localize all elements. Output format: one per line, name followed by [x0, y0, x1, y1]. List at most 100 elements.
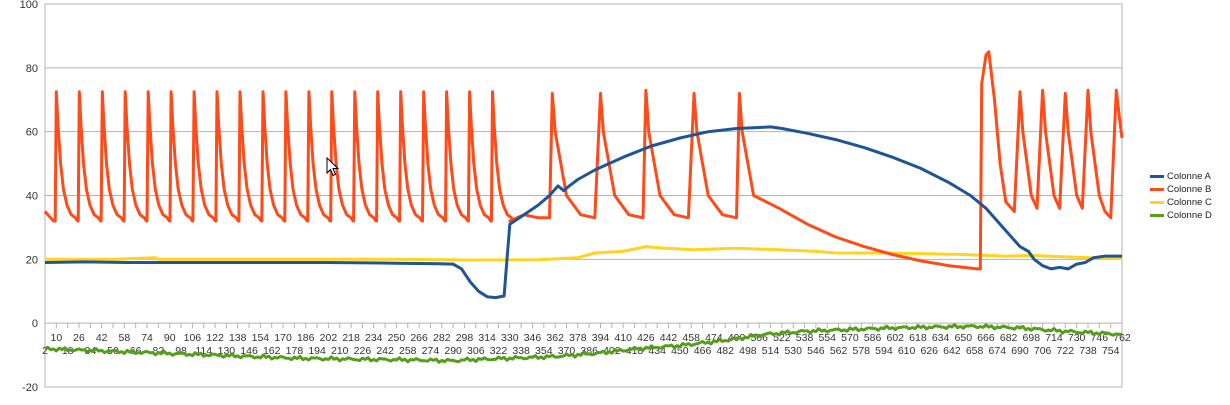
x-tick-label-bottom: 562: [830, 345, 848, 357]
x-tick-label-top: 666: [977, 332, 995, 344]
x-tick-label-top: 346: [524, 332, 542, 344]
legend-swatch-c: [1150, 201, 1164, 204]
series-line-colonne-a: [44, 125, 1122, 300]
x-tick-label-top: 714: [1045, 332, 1063, 344]
x-tick-label-top: 426: [637, 332, 655, 344]
x-tick-label-top: 154: [252, 332, 270, 344]
x-tick-label-top: 586: [864, 332, 882, 344]
x-tick-label-bottom: 690: [1011, 345, 1029, 357]
x-tick-label-top: 298: [456, 332, 474, 344]
x-tick-label-bottom: 338: [512, 345, 530, 357]
x-tick-label-bottom: 530: [784, 345, 802, 357]
x-tick-label-bottom: 642: [943, 345, 961, 357]
x-tick-label-bottom: 514: [762, 345, 780, 357]
x-tick-label-top: 538: [796, 332, 814, 344]
legend-label-d: Colonne D: [1167, 210, 1212, 221]
x-tick-label-top: 554: [818, 332, 836, 344]
legend-label-a: Colonne A: [1167, 171, 1211, 182]
x-tick-label-top: 138: [229, 332, 247, 344]
y-tick-label: 100: [20, 0, 38, 11]
x-tick-label-top: 90: [164, 332, 176, 344]
x-tick-label-bottom: 466: [694, 345, 712, 357]
x-tick-label-top: 570: [841, 332, 859, 344]
x-tick-label-bottom: 626: [921, 345, 939, 357]
x-tick-label-top: 394: [592, 332, 610, 344]
x-tick-label-bottom: 722: [1057, 345, 1075, 357]
legend-item-colonne-c: Colonne C: [1150, 196, 1230, 209]
x-tick-label-top: 202: [320, 332, 338, 344]
x-tick-label-top: 58: [119, 332, 131, 344]
x-tick-label-top: 314: [478, 332, 496, 344]
x-tick-label-bottom: 674: [989, 345, 1007, 357]
x-tick-label-bottom: 162: [263, 345, 281, 357]
x-tick-label-top: 186: [297, 332, 315, 344]
x-tick-label-bottom: 546: [807, 345, 825, 357]
x-tick-label-top: 122: [206, 332, 224, 344]
x-tick-label-bottom: 482: [716, 345, 734, 357]
x-tick-label-top: 730: [1068, 332, 1086, 344]
x-tick-label-bottom: 354: [535, 345, 553, 357]
x-tick-label-bottom: 594: [875, 345, 893, 357]
x-tick-label-bottom: 146: [240, 345, 258, 357]
x-tick-label-top: 266: [410, 332, 428, 344]
legend-label-b: Colonne B: [1167, 184, 1212, 195]
legend-label-c: Colonne C: [1167, 197, 1212, 208]
legend-item-colonne-a: Colonne A: [1150, 170, 1230, 183]
x-tick-label-bottom: 194: [308, 345, 326, 357]
y-tick-label: 20: [26, 254, 38, 266]
series-line-colonne-c: [45, 245, 1123, 262]
x-tick-label-bottom: 322: [490, 345, 508, 357]
x-tick-label-bottom: 242: [376, 345, 394, 357]
x-tick-label-top: 618: [909, 332, 927, 344]
x-tick-label-top: 74: [141, 332, 153, 344]
x-tick-label-bottom: 706: [1034, 345, 1052, 357]
x-tick-label-top: 634: [932, 332, 950, 344]
x-tick-label-top: 42: [96, 332, 108, 344]
x-tick-label-top: 362: [546, 332, 564, 344]
x-tick-label-top: 218: [342, 332, 360, 344]
legend-swatch-d: [1150, 214, 1164, 217]
x-tick-label-top: 330: [501, 332, 519, 344]
x-tick-label-bottom: 578: [852, 345, 870, 357]
x-tick-label-bottom: 258: [399, 345, 417, 357]
series-line-colonne-d: [44, 323, 1123, 364]
x-tick-label-bottom: 658: [966, 345, 984, 357]
y-tick-label: 40: [26, 191, 38, 203]
x-tick-label-top: 650: [955, 332, 973, 344]
x-tick-label-top: 250: [388, 332, 406, 344]
x-tick-label-bottom: 66: [130, 345, 142, 357]
mouse-pointer-icon: [326, 157, 340, 177]
legend: Colonne A Colonne B Colonne C Colonne D: [1150, 170, 1230, 222]
series-lines: [43, 50, 1124, 364]
x-tick-label-top: 682: [1000, 332, 1018, 344]
x-tick-label-top: 410: [614, 332, 632, 344]
x-tick-label-top: 170: [274, 332, 292, 344]
x-tick-label-bottom: 738: [1079, 345, 1097, 357]
gridlines: [44, 3, 1123, 388]
x-tick-label-bottom: 226: [354, 345, 372, 357]
x-tick-label-top: 234: [365, 332, 383, 344]
x-tick-label-bottom: 754: [1102, 345, 1120, 357]
y-axis-tick-labels: -20 0 20 40 60 80 100: [20, 0, 38, 394]
x-tick-label-bottom: 98: [175, 345, 187, 357]
x-tick-label-bottom: 178: [286, 345, 304, 357]
legend-item-colonne-b: Colonne B: [1150, 183, 1230, 196]
y-tick-label: -20: [22, 382, 38, 394]
x-tick-label-top: 10: [50, 332, 62, 344]
legend-swatch-a: [1150, 175, 1164, 178]
x-tick-label-bottom: 2: [42, 345, 48, 357]
x-tick-label-bottom: 290: [444, 345, 462, 357]
x-tick-label-bottom: 274: [422, 345, 440, 357]
x-tick-label-top: 26: [73, 332, 85, 344]
legend-item-colonne-d: Colonne D: [1150, 209, 1230, 222]
x-tick-label-top: 698: [1023, 332, 1041, 344]
x-tick-label-bottom: 610: [898, 345, 916, 357]
x-tick-label-top: 442: [660, 332, 678, 344]
x-tick-label-top: 378: [569, 332, 587, 344]
legend-swatch-b: [1150, 188, 1164, 191]
x-tick-label-top: 602: [886, 332, 904, 344]
y-tick-label: 80: [26, 63, 38, 75]
y-tick-label: 0: [32, 318, 38, 330]
